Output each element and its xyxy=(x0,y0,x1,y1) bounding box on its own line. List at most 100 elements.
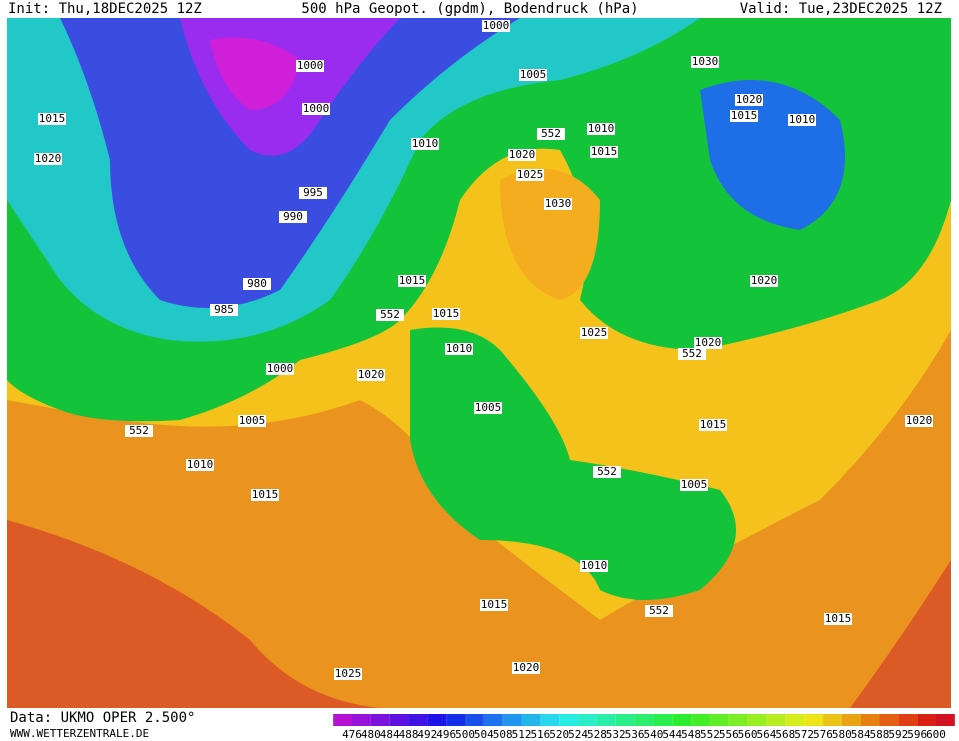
colorbar-swatch xyxy=(408,714,428,726)
colorbar-label: 592 xyxy=(888,728,908,741)
label-box xyxy=(593,466,621,478)
colorbar-label: 588 xyxy=(870,728,890,741)
header: Init: Thu,18DEC2025 12Z 500 hPa Geopot. … xyxy=(8,1,942,17)
label-box xyxy=(590,146,618,158)
contour-label: 1000 xyxy=(483,19,510,32)
label-box xyxy=(411,138,439,150)
colorbar-label: 600 xyxy=(926,728,946,741)
contour-label: 1015 xyxy=(252,488,279,501)
contour-label: 1020 xyxy=(751,274,778,287)
colorbar-swatch xyxy=(540,714,560,726)
colorbar-swatch xyxy=(860,714,880,726)
colorbar-swatch xyxy=(917,714,936,726)
colorbar-label: 512 xyxy=(512,728,532,741)
colorbar-swatch xyxy=(596,714,616,726)
colorbar-swatch xyxy=(653,714,673,726)
colorbar-swatch xyxy=(427,714,447,726)
label-box xyxy=(125,425,153,437)
label-box xyxy=(238,415,266,427)
label-box xyxy=(699,419,727,431)
contour-label: 1005 xyxy=(475,401,502,414)
label-box xyxy=(279,211,307,223)
label-box xyxy=(243,278,271,290)
contour-label: 552 xyxy=(129,424,149,437)
label-box xyxy=(580,560,608,572)
contour-label: 985 xyxy=(214,303,234,316)
contour-label: 1025 xyxy=(581,326,608,339)
label-box xyxy=(519,69,547,81)
colorbar-swatch xyxy=(672,714,692,726)
colorbar-swatch xyxy=(766,714,786,726)
map-field xyxy=(7,18,951,708)
map-title: 500 hPa Geopot. (gpdm), Bodendruck (hPa) xyxy=(301,1,638,17)
contour-label: 1005 xyxy=(520,68,547,81)
contour-label: 1030 xyxy=(692,55,719,68)
colorbar-label: 564 xyxy=(757,728,777,741)
contour-label: 552 xyxy=(649,604,669,617)
label-box xyxy=(445,343,473,355)
contour-label: 1015 xyxy=(825,612,852,625)
contour-label: 1015 xyxy=(433,307,460,320)
colorbar-swatch xyxy=(352,714,371,726)
label-box xyxy=(266,363,294,375)
colorbar-swatch xyxy=(747,714,767,726)
contour-label: 1015 xyxy=(481,598,508,611)
contour-label: 1015 xyxy=(700,418,727,431)
label-box xyxy=(302,103,330,115)
label-box xyxy=(645,605,673,617)
label-box xyxy=(678,348,706,360)
contour-label: 995 xyxy=(303,186,323,199)
label-box xyxy=(398,275,426,287)
label-box xyxy=(750,275,778,287)
data-source: Data: UKMO OPER 2.500° xyxy=(10,710,195,726)
colorbar-swatch xyxy=(634,714,654,726)
colorbar-swatch xyxy=(370,714,390,726)
colorbar-label: 504 xyxy=(474,728,494,741)
contour-label: 1020 xyxy=(513,661,540,674)
label-box xyxy=(482,20,510,32)
contour-label: 1010 xyxy=(446,342,473,355)
label-box xyxy=(38,113,66,125)
contour-label: 1015 xyxy=(399,274,426,287)
colorbar-swatch xyxy=(559,714,579,726)
colorbar-label: 536 xyxy=(625,728,645,741)
colorbar-swatch xyxy=(691,714,710,726)
colorbar-label: 568 xyxy=(775,728,795,741)
colorbar-swatch xyxy=(804,714,823,726)
label-box xyxy=(788,114,816,126)
website: WWW.WETTERZENTRALE.DE xyxy=(10,727,149,740)
contour-label: 1020 xyxy=(906,414,933,427)
colorbar-label: 540 xyxy=(643,728,663,741)
colorbar-swatch xyxy=(483,714,503,726)
contour-label: 980 xyxy=(247,277,267,290)
colorbar-label: 596 xyxy=(907,728,927,741)
colorbar-label: 572 xyxy=(794,728,814,741)
contour-label: 552 xyxy=(380,308,400,321)
contour-label: 1005 xyxy=(681,478,708,491)
colorbar-label: 484 xyxy=(380,728,400,741)
contour-labels: 1000 1000 1000 1005 1030 1015 1020 1010 1010 1015… xyxy=(34,19,933,680)
label-box xyxy=(357,369,385,381)
label-box xyxy=(694,337,722,349)
label-box xyxy=(508,149,536,161)
colorbar-swatch xyxy=(936,714,955,726)
colorbar-swatch xyxy=(615,714,635,726)
contour-label: 1015 xyxy=(39,112,66,125)
init-time: Init: Thu,18DEC2025 12Z xyxy=(8,1,202,17)
colorbar-swatch xyxy=(446,714,466,726)
colorbar-label: 548 xyxy=(681,728,701,741)
contour-label: 1015 xyxy=(591,145,618,158)
colorbar-swatch xyxy=(521,714,541,726)
label-box xyxy=(376,309,404,321)
colorbar-label: 480 xyxy=(361,728,381,741)
label-box xyxy=(680,479,708,491)
label-box xyxy=(334,668,362,680)
label-box xyxy=(186,459,214,471)
contour-label: 1020 xyxy=(358,368,385,381)
label-box xyxy=(905,415,933,427)
contour-label: 1000 xyxy=(297,59,324,72)
label-box xyxy=(251,489,279,501)
contour-label: 1030 xyxy=(545,197,572,210)
colorbar-swatch xyxy=(822,714,842,726)
